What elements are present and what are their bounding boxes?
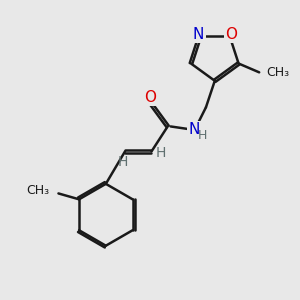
Text: H: H: [198, 129, 207, 142]
Text: CH₃: CH₃: [26, 184, 50, 197]
Text: H: H: [117, 155, 128, 169]
Text: CH₃: CH₃: [267, 66, 290, 79]
Text: O: O: [144, 89, 156, 104]
Text: O: O: [225, 27, 237, 42]
Text: N: N: [193, 27, 204, 42]
Text: H: H: [156, 146, 166, 160]
Text: N: N: [188, 122, 200, 137]
